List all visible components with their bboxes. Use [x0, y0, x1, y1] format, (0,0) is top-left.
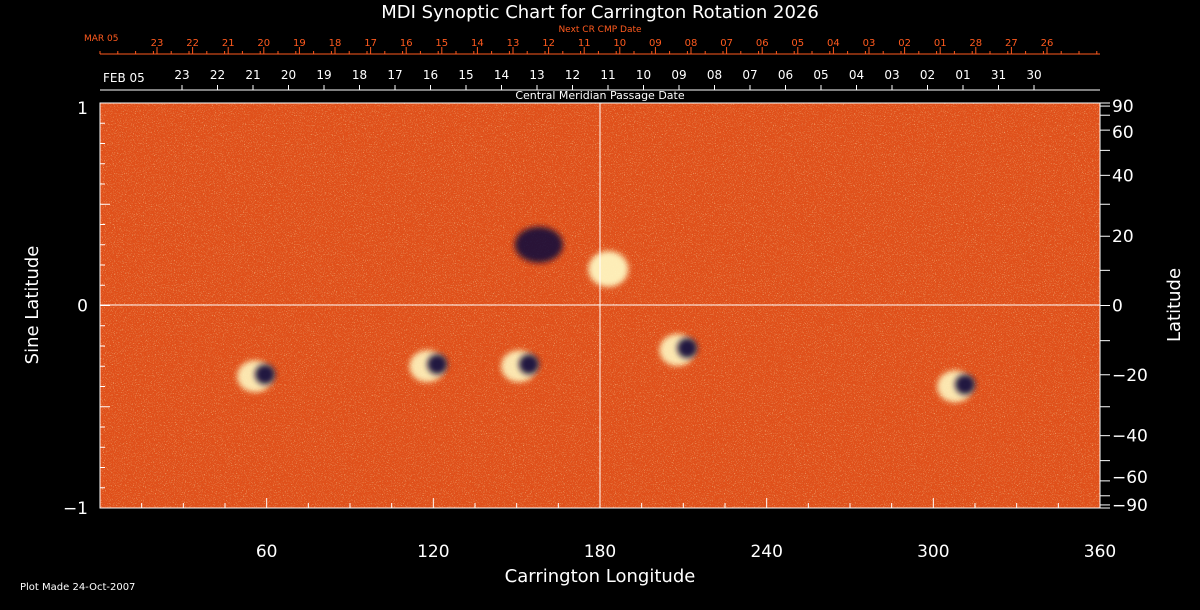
- cmp-date-label: 15: [458, 68, 473, 82]
- active-region: [501, 350, 539, 383]
- next-cr-date-label: 04: [827, 38, 840, 49]
- y-right-tick-label: 60: [1112, 123, 1134, 143]
- x-tick-label: 180: [584, 542, 616, 562]
- y-right-tick-label: −40: [1112, 427, 1148, 447]
- cmp-date-label: 20: [281, 68, 296, 82]
- y-axis-left-ticks: 1 0 −1: [63, 99, 110, 519]
- cmp-date-label: 13: [529, 68, 544, 82]
- active-region: [514, 226, 563, 263]
- top-start-label: FEB 05: [103, 71, 145, 85]
- cmp-date-label: 11: [600, 68, 615, 82]
- cmp-date-ticks: 23 22 21 20 19 18 17 16 15 14 13 12 11 10 09 08 07 06 05 04…: [100, 68, 1100, 91]
- cmp-date-label: 21: [245, 68, 260, 82]
- next-cr-date-label: 14: [471, 38, 484, 49]
- y-right-tick-label: −90: [1112, 496, 1148, 516]
- next-cr-date-label: 27: [1005, 38, 1018, 49]
- x-tick-label: 120: [417, 542, 449, 562]
- x-tick-label: 360: [1084, 542, 1116, 562]
- next-cr-date-label: 28: [969, 38, 982, 49]
- cmp-date-label: 30: [1026, 68, 1041, 82]
- cmp-date-label: 22: [210, 68, 225, 82]
- next-cr-date-label: 03: [863, 38, 876, 49]
- top-axis-label: Central Meridian Passage Date: [515, 89, 684, 102]
- y-left-tick-label: −1: [63, 499, 88, 519]
- cmp-date-label: 06: [778, 68, 793, 82]
- cmp-date-label: 05: [813, 68, 828, 82]
- y-axis-right-label: Latitude: [1164, 268, 1185, 342]
- x-tick-label: 240: [750, 542, 782, 562]
- chart-title: MDI Synoptic Chart for Carrington Rotati…: [381, 2, 819, 23]
- cmp-date-label: 09: [671, 68, 686, 82]
- next-cr-date-label: 18: [329, 38, 342, 49]
- next-cr-date-label: 01: [934, 38, 947, 49]
- next-cr-date-label: 02: [898, 38, 911, 49]
- cmp-date-label: 01: [955, 68, 970, 82]
- y-axis-left-label: Sine Latitude: [22, 246, 43, 365]
- next-cr-date-label: 17: [364, 38, 377, 49]
- next-cr-date-label: 05: [791, 38, 804, 49]
- next-cr-label: Next CR CMP Date: [558, 25, 642, 35]
- cmp-date-label: 03: [884, 68, 899, 82]
- y-axis-right-ticks: 90 60 40 20 0 −20 −40 −60 −90: [1100, 97, 1148, 516]
- next-cr-date-label: 26: [1041, 38, 1054, 49]
- x-tick-label: 300: [917, 542, 949, 562]
- y-right-tick-label: 0: [1112, 297, 1123, 317]
- y-right-tick-label: −20: [1112, 366, 1148, 386]
- cmp-date-label: 18: [352, 68, 367, 82]
- next-cr-date-label: 20: [257, 38, 270, 49]
- y-right-tick-label: 20: [1112, 227, 1134, 247]
- active-region: [937, 370, 976, 403]
- active-region: [237, 360, 276, 393]
- active-region: [659, 334, 698, 367]
- cmp-date-label: 02: [920, 68, 935, 82]
- next-cr-date-label: 08: [685, 38, 698, 49]
- cmp-date-label: 16: [423, 68, 438, 82]
- next-cr-date-label: 11: [578, 38, 591, 49]
- y-right-tick-label: 40: [1112, 166, 1134, 186]
- next-cr-date-label: 23: [151, 38, 164, 49]
- cmp-date-label: 08: [707, 68, 722, 82]
- next-cr-date-label: 12: [542, 38, 555, 49]
- active-region: [588, 251, 629, 288]
- next-cr-date-label: 21: [222, 38, 235, 49]
- active-region: [409, 350, 448, 383]
- cmp-date-label: 07: [742, 68, 757, 82]
- next-cr-date-label: 16: [400, 38, 413, 49]
- next-cr-date-label: 22: [186, 38, 199, 49]
- next-cr-date-label: 07: [720, 38, 733, 49]
- next-cr-date-label: 13: [507, 38, 520, 49]
- next-cr-date-label: 10: [613, 38, 626, 49]
- next-cr-date-label: 09: [649, 38, 662, 49]
- cmp-date-label: 12: [565, 68, 580, 82]
- y-left-tick-label: 0: [77, 297, 88, 317]
- cmp-date-label: 23: [174, 68, 189, 82]
- footer-text: Plot Made 24-Oct-2007: [20, 582, 135, 593]
- next-cr-date-label: 06: [756, 38, 769, 49]
- x-axis-ticks: 60 120 180 240 300 360: [99, 498, 1116, 562]
- next-cr-date-label: 19: [293, 38, 306, 49]
- y-right-tick-label: −60: [1112, 468, 1148, 488]
- x-axis-label: Carrington Longitude: [505, 566, 696, 587]
- cmp-date-label: 17: [387, 68, 402, 82]
- x-tick-label: 60: [256, 542, 278, 562]
- cmp-date-label: 04: [849, 68, 864, 82]
- next-cr-date-label: 15: [435, 38, 448, 49]
- y-left-tick-label: 1: [77, 99, 88, 119]
- cmp-date-label: 14: [494, 68, 509, 82]
- active-regions: [237, 226, 976, 403]
- cmp-date-label: 19: [316, 68, 331, 82]
- next-start-label: MAR 05: [84, 34, 119, 44]
- next-cr-ticks: 23 22 21 20 19 18 17 16 15 14 13 12 11 10 09 08 07 06 05 04…: [99, 38, 1100, 55]
- cmp-date-label: 31: [991, 68, 1006, 82]
- cmp-date-label: 10: [636, 68, 651, 82]
- y-right-tick-label: 90: [1112, 97, 1134, 117]
